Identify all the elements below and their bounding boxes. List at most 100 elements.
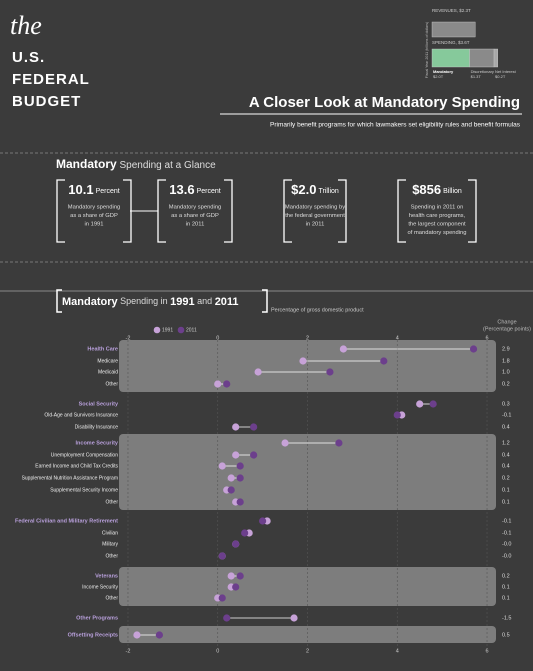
- box-text: Mandatory spending: [169, 205, 222, 211]
- change-value: 0.1: [502, 595, 510, 601]
- budget-axis-label: Fiscal Year 2011 (trillions of dollars): [425, 22, 429, 78]
- title-bracket: [56, 289, 62, 313]
- category-label: Offsetting Receipts: [68, 632, 118, 638]
- dot-2011: [218, 552, 226, 560]
- dot-2011: [380, 357, 388, 365]
- change-value: 0.3: [502, 401, 510, 407]
- budget-part-name: Discretionary: [471, 69, 494, 74]
- change-value: -1.5: [502, 615, 511, 621]
- budget-bar-label: SPENDING, $3.6T: [432, 40, 470, 45]
- box-text: of mandatory spending: [408, 230, 467, 236]
- x-tick-label: 4: [396, 648, 399, 654]
- dot-2011: [250, 451, 258, 459]
- row-label: Earned Income and Child Tax Credits: [35, 463, 118, 469]
- dot-2011: [223, 380, 231, 388]
- legend-label: 2011: [186, 327, 197, 333]
- header-the: the: [10, 11, 42, 40]
- category-label: Other Programs: [76, 615, 118, 621]
- change-value: 1.0: [502, 369, 510, 375]
- budget-part-name: Mandatory: [433, 69, 454, 74]
- change-value: -0.0: [502, 553, 511, 559]
- budget-part-value: $1.3T: [471, 74, 482, 79]
- box-headline: $2.0 Trillion: [291, 182, 339, 197]
- change-value: 0.2: [502, 381, 510, 387]
- legend-label: 1991: [162, 327, 173, 333]
- chart-subtitle: Percentage of gross domestic product: [271, 307, 364, 313]
- dot-2011: [429, 400, 437, 408]
- dot-2011: [393, 411, 401, 419]
- box-value: 13.6: [169, 182, 194, 197]
- change-value: 2.9: [502, 346, 510, 352]
- budget-segment: [469, 48, 495, 68]
- box-value: 10.1: [68, 182, 93, 197]
- dot-2011: [232, 583, 240, 591]
- change-value: 0.1: [502, 584, 510, 590]
- dot-2011: [236, 474, 244, 482]
- dot-1991: [281, 439, 289, 447]
- row-label: Other: [105, 553, 118, 559]
- change-subtitle: (Percentage points): [483, 326, 531, 332]
- box-bracket: [157, 179, 233, 243]
- category-label: Social Security: [79, 401, 119, 407]
- dot-2011: [236, 498, 244, 506]
- box-headline: 13.6 Percent: [169, 182, 220, 197]
- change-value: 0.4: [502, 463, 510, 469]
- row-label: Other: [105, 499, 118, 505]
- box-unit: Trillion: [318, 188, 338, 195]
- header-line: FEDERAL: [12, 71, 90, 88]
- change-value: 0.1: [502, 487, 510, 493]
- row-label: Civilian: [102, 530, 118, 536]
- box-text: in 2011: [186, 222, 205, 228]
- dot-1991: [290, 614, 298, 622]
- category-label: Income Security: [76, 440, 119, 446]
- row-label: Medicaid: [98, 369, 118, 375]
- dot-2011: [232, 540, 240, 548]
- budget-bar-label: REVENUES, $2.3T: [432, 8, 471, 13]
- row-label: Other: [105, 595, 118, 601]
- row-label: Unemployment Compensation: [51, 452, 118, 458]
- box-text: Mandatory spending: [68, 205, 121, 211]
- change-value: 1.8: [502, 358, 510, 364]
- box-text: Mandatory spending by: [285, 205, 345, 211]
- dot-1991: [214, 380, 222, 388]
- dot-1991: [232, 451, 240, 459]
- x-tick-label: 0: [216, 335, 219, 341]
- box-bracket: [397, 179, 477, 243]
- title-bracket: [262, 289, 268, 313]
- box-text: the federal government: [285, 213, 345, 219]
- box-headline: $856 Billion: [412, 182, 462, 197]
- row-label: Other: [105, 381, 118, 387]
- row-label: Income Security: [82, 584, 118, 590]
- budget-part-value: $0.2T: [495, 74, 506, 79]
- main-title: A Closer Look at Mandatory Spending: [249, 94, 520, 111]
- chart-title-part: Mandatory: [62, 296, 119, 308]
- dot-2011: [227, 486, 235, 494]
- row-label: Supplemental Nutrition Assistance Progra…: [22, 475, 118, 481]
- change-value: 0.4: [502, 452, 510, 458]
- box-bracket: [283, 179, 347, 243]
- dot-1991: [218, 462, 226, 470]
- dot-2011: [250, 423, 258, 431]
- box-text: the largest component: [408, 222, 466, 228]
- dot-2011: [259, 517, 267, 525]
- row-label: Military: [102, 541, 118, 547]
- chart-title-part: 1991: [170, 296, 194, 308]
- x-tick-label: 6: [485, 335, 488, 341]
- chart-title-part: and: [195, 296, 215, 306]
- change-value: 1.2: [502, 440, 510, 446]
- dot-1991: [227, 474, 235, 482]
- change-value: -0.1: [502, 530, 511, 536]
- dot-2011: [335, 439, 343, 447]
- dot-2011: [326, 368, 334, 376]
- dot-1991: [416, 400, 424, 408]
- change-value: -0.0: [502, 541, 511, 547]
- box-text: as a share of GDP: [70, 213, 118, 219]
- box-text: in 1991: [84, 222, 103, 228]
- header-line: BUDGET: [12, 93, 81, 110]
- glance-title-bold: Mandatory: [56, 157, 117, 171]
- header-line: U.S.: [12, 49, 45, 66]
- row-label: Old-Age and Survivors Insurance: [44, 412, 118, 418]
- box-text: health care programs,: [409, 213, 466, 219]
